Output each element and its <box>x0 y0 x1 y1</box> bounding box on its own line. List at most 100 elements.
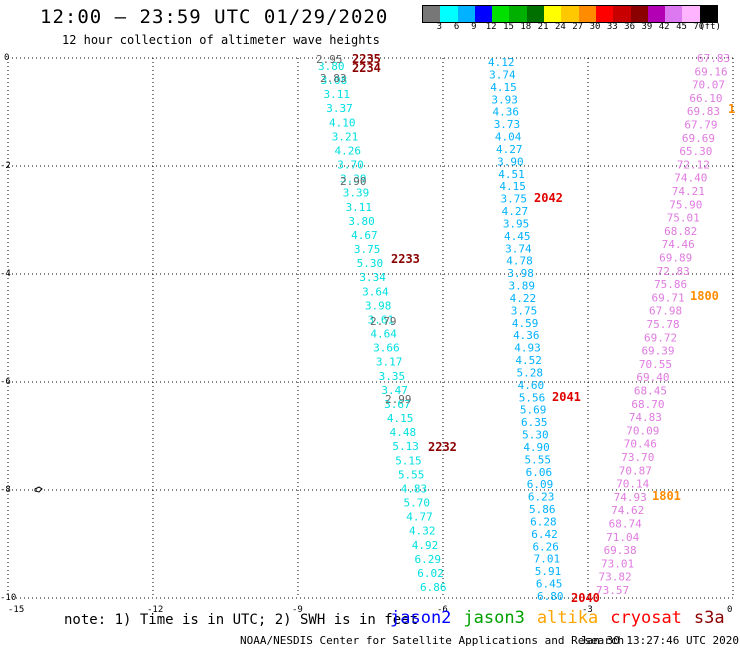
swh-value: 71.04 <box>606 531 639 544</box>
colorbar-ticks: 3 6 9 12 15 18 21 24 27 30 33 36 39 42 45 70 (ft) <box>422 22 740 34</box>
swh-value: 70.14 <box>616 478 649 491</box>
swh-value: 70.46 <box>624 438 657 451</box>
map-grid <box>7 57 734 599</box>
swh-value: 3.35 <box>379 370 406 383</box>
colorbar-tick: 30 <box>589 22 601 32</box>
swh-value-grey: 2.90 <box>340 175 367 188</box>
swh-value: 4.15 <box>490 81 516 94</box>
swh-value: 3.73 <box>494 118 520 131</box>
colorbar-swatch <box>474 6 493 22</box>
colorbar-swatch <box>647 6 666 22</box>
swh-value: 4.77 <box>406 511 433 524</box>
swh-value: 65.30 <box>679 145 712 158</box>
swh-value: 4.36 <box>513 329 540 342</box>
swh-value: 69.38 <box>604 544 637 557</box>
swh-value: 4.26 <box>335 144 362 157</box>
colorbar-tick: 24 <box>554 22 566 32</box>
swh-value: 3.80 <box>318 60 345 73</box>
swh-value: 70.55 <box>639 358 672 371</box>
colorbar-tick: 70 <box>693 22 705 32</box>
pass-grey: 2.95 2.83 2.90 2.79 2.99 <box>316 53 412 406</box>
time-tag: 1 <box>728 102 735 116</box>
y-tick-label: -2 <box>0 161 11 171</box>
swh-value: 67.79 <box>684 119 717 132</box>
swh-value-grey: 2.99 <box>385 393 412 406</box>
swh-value: 7.01 <box>534 553 561 566</box>
swh-value: 4.52 <box>515 354 542 367</box>
time-tag: 2040 <box>571 591 600 605</box>
y-tick-label: -8 <box>0 485 11 495</box>
swh-value: 4.27 <box>496 143 523 156</box>
colorbar <box>422 5 719 23</box>
swh-value: 75.86 <box>654 278 687 291</box>
swh-value: 3.08 <box>321 74 348 87</box>
swh-value: 69.16 <box>694 65 727 78</box>
swh-value: 5.69 <box>520 404 547 417</box>
swh-value: 70.09 <box>626 424 659 437</box>
swh-value: 73.01 <box>601 557 634 570</box>
swh-value: 5.56 <box>519 391 546 404</box>
swh-value: 75.01 <box>667 212 700 225</box>
swh-value: 6.02 <box>417 567 444 580</box>
swh-value: 3.39 <box>340 173 367 186</box>
swh-value: 5.55 <box>524 453 551 466</box>
swh-value: 4.64 <box>370 328 397 341</box>
colorbar-tick: 33 <box>606 22 618 32</box>
swh-value: 3.74 <box>505 242 532 255</box>
colorbar-swatch <box>665 6 683 22</box>
swh-value: 6.06 <box>526 466 553 479</box>
legend-jason3: jason3 <box>463 608 525 628</box>
swh-value: 4.32 <box>409 525 436 538</box>
swh-value: 3.61 <box>368 313 395 326</box>
pass-jason2: 4.123.744.153.934.363.734.044.273.904.51… <box>488 56 564 603</box>
swh-value: 4.59 <box>512 317 539 330</box>
colorbar-swatch <box>492 6 510 22</box>
swh-value: 67.98 <box>649 305 682 318</box>
swh-value: 73.70 <box>621 451 654 464</box>
swh-value: 3.74 <box>489 68 516 81</box>
swh-value: 3.11 <box>324 88 351 101</box>
swh-value: 74.21 <box>672 185 705 198</box>
coastline-icon <box>34 486 43 493</box>
swh-value: 74.46 <box>662 238 695 251</box>
colorbar-tick: 18 <box>520 22 532 32</box>
colorbar-swatch <box>526 6 545 22</box>
swh-value: 69.39 <box>641 345 674 358</box>
swh-value: 72.83 <box>657 265 690 278</box>
swh-value: 3.64 <box>362 285 389 298</box>
footer-note: note: 1) Time is in UTC; 2) SWH is in fe… <box>64 612 419 628</box>
colorbar-swatch <box>699 6 718 22</box>
time-tag: 2235 <box>352 52 381 66</box>
y-tick-label: -4 <box>0 269 11 279</box>
swh-value: 70.07 <box>692 79 725 92</box>
swh-value: 5.15 <box>395 454 422 467</box>
colorbar-tick: 21 <box>537 22 549 32</box>
swh-value: 6.09 <box>527 478 554 491</box>
swh-value: 69.71 <box>652 291 685 304</box>
swh-value: 5.30 <box>357 257 384 270</box>
swh-value: 73.57 <box>596 584 629 597</box>
colorbar-tick: 45 <box>676 22 687 32</box>
swh-value: 74.62 <box>611 504 644 517</box>
swh-value: 3.80 <box>348 215 375 228</box>
colorbar-tick: 12 <box>485 22 497 32</box>
swh-value: 3.39 <box>343 187 370 200</box>
swh-value: 4.10 <box>329 116 356 129</box>
swh-value: 4.67 <box>351 229 378 242</box>
swh-value: 6.23 <box>528 491 555 504</box>
swh-value: 69.40 <box>636 371 669 384</box>
legend-s3a: s3a <box>693 608 725 628</box>
credit-text: NOAA/NESDIS Center for Satellite Applica… <box>240 634 625 647</box>
swh-value: 3.34 <box>359 271 386 284</box>
y-tick-label: -10 <box>0 593 16 603</box>
swh-value: 69.89 <box>659 252 692 265</box>
swh-value: 5.86 <box>529 503 556 516</box>
map-subtitle: 12 hour collection of altimeter wave hei… <box>62 33 380 47</box>
x-tick-label: 0 <box>727 605 732 615</box>
colorbar-tick: 9 <box>471 22 477 32</box>
y-tick-label: 0 <box>4 53 9 63</box>
colorbar-swatch <box>509 6 527 22</box>
swh-value: 3.66 <box>373 342 400 355</box>
x-tick-label: -12 <box>147 605 163 615</box>
